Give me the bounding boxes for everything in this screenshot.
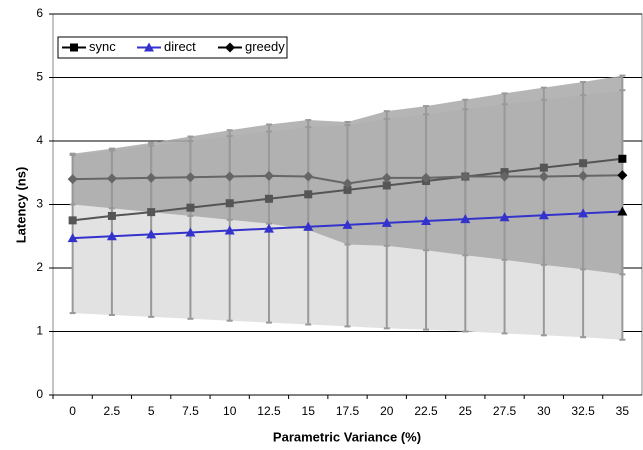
data-point bbox=[106, 173, 117, 184]
data-point bbox=[343, 185, 352, 194]
data-point bbox=[67, 174, 78, 185]
data-point bbox=[106, 231, 117, 241]
data-point bbox=[107, 211, 116, 220]
legend-label: sync bbox=[89, 39, 116, 54]
data-point bbox=[303, 171, 314, 182]
x-tick-label: 32.5 bbox=[571, 404, 595, 418]
y-tick-label: 3 bbox=[36, 197, 43, 211]
x-tick-label: 12.5 bbox=[257, 404, 281, 418]
data-point bbox=[499, 171, 510, 182]
data-point bbox=[186, 203, 195, 212]
data-point bbox=[617, 206, 628, 216]
legend-marker bbox=[144, 42, 154, 52]
data-point bbox=[264, 194, 273, 203]
x-tick-label: 17.5 bbox=[336, 404, 360, 418]
x-axis-title: Parametric Variance (%) bbox=[273, 429, 421, 444]
y-tick-label: 5 bbox=[36, 70, 43, 84]
x-tick-label: 22.5 bbox=[414, 404, 438, 418]
y-tick-label: 6 bbox=[36, 6, 43, 20]
data-point bbox=[421, 172, 432, 183]
data-point bbox=[342, 219, 353, 229]
x-tick-label: 30 bbox=[537, 404, 551, 418]
data-point bbox=[579, 159, 588, 168]
data-point bbox=[460, 214, 471, 224]
data-point bbox=[67, 233, 78, 243]
data-point bbox=[460, 171, 471, 182]
data-point bbox=[146, 229, 157, 239]
y-tick-label: 0 bbox=[36, 387, 43, 401]
data-point bbox=[224, 171, 235, 182]
data-point bbox=[539, 163, 548, 172]
x-tick-label: 27.5 bbox=[493, 404, 517, 418]
legend-marker bbox=[70, 43, 78, 52]
x-tick-label: 2.5 bbox=[104, 404, 121, 418]
x-tick-label: 20 bbox=[380, 404, 394, 418]
x-tick-label: 5 bbox=[148, 404, 155, 418]
legend-marker bbox=[225, 42, 235, 53]
data-point bbox=[382, 181, 391, 190]
x-tick-label: 35 bbox=[616, 404, 630, 418]
data-point bbox=[342, 178, 353, 189]
y-tick-label: 4 bbox=[36, 133, 43, 147]
x-tick-label: 15 bbox=[302, 404, 316, 418]
data-point bbox=[578, 170, 589, 181]
y-tick-label: 1 bbox=[36, 324, 43, 338]
data-point bbox=[304, 190, 313, 199]
x-tick-label: 25 bbox=[459, 404, 473, 418]
data-point bbox=[499, 212, 510, 222]
x-tick-label: 0 bbox=[69, 404, 76, 418]
data-point bbox=[381, 217, 392, 227]
x-tick-label: 7.5 bbox=[182, 404, 199, 418]
data-point bbox=[538, 171, 549, 182]
data-point bbox=[225, 199, 234, 208]
legend-box bbox=[57, 36, 288, 59]
data-point bbox=[147, 208, 156, 217]
data-point bbox=[263, 170, 274, 181]
data-point bbox=[618, 154, 627, 163]
data-point bbox=[617, 170, 628, 181]
data-point bbox=[224, 225, 235, 235]
data-point bbox=[538, 210, 549, 220]
legend-label: direct bbox=[164, 39, 196, 54]
y-tick-label: 2 bbox=[36, 260, 43, 274]
data-point bbox=[303, 221, 314, 231]
legend-label: greedy bbox=[245, 39, 285, 54]
y-axis-title: Latency (ns) bbox=[13, 167, 28, 244]
data-point bbox=[185, 172, 196, 183]
data-point bbox=[263, 223, 274, 233]
data-point bbox=[68, 216, 77, 225]
data-point bbox=[421, 216, 432, 226]
data-point bbox=[185, 227, 196, 237]
data-point bbox=[578, 208, 589, 218]
x-tick-label: 10 bbox=[223, 404, 237, 418]
data-point bbox=[146, 172, 157, 183]
data-point bbox=[381, 172, 392, 183]
